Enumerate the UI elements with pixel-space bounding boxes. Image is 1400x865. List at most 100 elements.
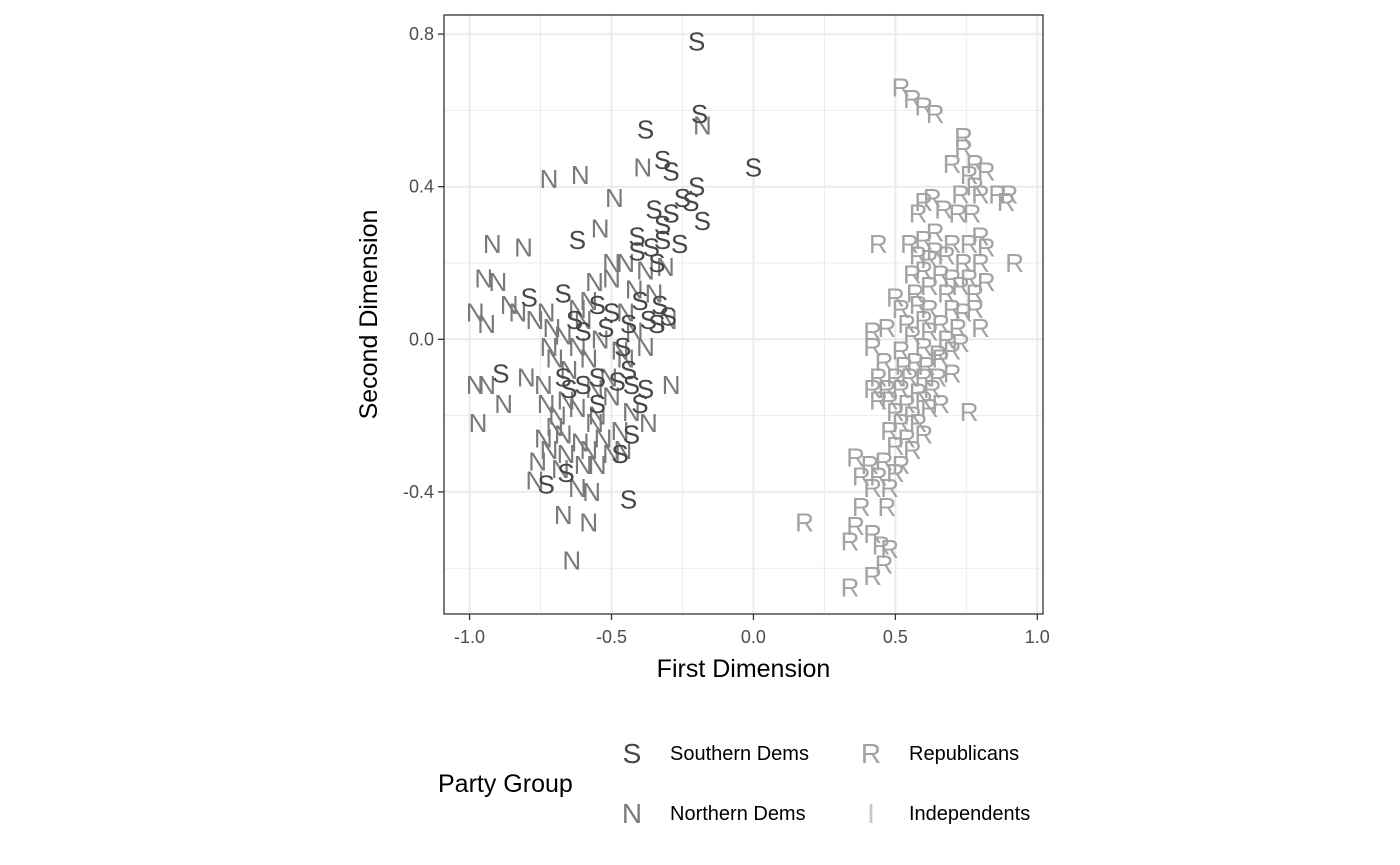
data-point-r: R	[880, 385, 899, 415]
data-point-n: N	[625, 275, 644, 305]
data-point-r: R	[895, 351, 914, 381]
x-axis: -1.0 -0.5 0.0 0.5 1.0	[454, 614, 1050, 647]
data-point-n: N	[585, 267, 604, 297]
y-tick-label: 0.8	[409, 24, 434, 44]
data-point-r: R	[937, 324, 956, 354]
data-point-n: N	[551, 454, 570, 484]
legend-title: Party Group	[438, 770, 573, 798]
data-point-n: N	[602, 263, 621, 293]
data-point-n: N	[542, 313, 561, 343]
data-point-r: R	[897, 389, 916, 419]
data-point-r: R	[963, 198, 982, 228]
data-point-n: N	[625, 317, 644, 347]
data-point-s: S	[555, 279, 572, 309]
data-point-r: R	[909, 240, 928, 270]
data-point-r: R	[954, 248, 973, 278]
data-point-r: R	[877, 492, 896, 522]
data-point-s: S	[671, 229, 688, 259]
data-point-n: N	[639, 408, 658, 438]
data-point-r: R	[960, 160, 979, 190]
data-point-r: R	[920, 393, 939, 423]
data-point-n: N	[605, 183, 624, 213]
data-point-r: R	[900, 362, 919, 392]
data-point-s: S	[574, 317, 591, 347]
y-tick-label: -0.4	[403, 482, 434, 502]
data-point-n: N	[599, 362, 618, 392]
data-point-s: S	[589, 389, 606, 419]
data-point-n: N	[588, 401, 607, 431]
data-point-n: N	[540, 435, 559, 465]
data-point-s: S	[662, 156, 679, 186]
data-point-s: S	[640, 305, 657, 335]
grid-major	[444, 15, 1043, 614]
data-point-s: S	[620, 309, 637, 339]
data-point-s: S	[597, 313, 614, 343]
data-point-n: N	[611, 336, 630, 366]
data-point-r: R	[886, 431, 905, 461]
data-point-s: S	[645, 195, 662, 225]
data-point-s: S	[628, 237, 645, 267]
data-point-n: N	[582, 477, 601, 507]
data-point-s: S	[648, 309, 665, 339]
data-point-r: R	[852, 462, 871, 492]
data-point-s: S	[651, 290, 668, 320]
data-point-s: S	[688, 172, 705, 202]
data-point-n: N	[528, 446, 547, 476]
data-point-n: N	[557, 439, 576, 469]
data-point-r: R	[903, 435, 922, 465]
data-point-r: R	[903, 259, 922, 289]
data-point-r: R	[943, 149, 962, 179]
legend-entry-southern-dems: S Southern Dems	[623, 738, 809, 769]
data-point-r: R	[948, 198, 967, 228]
data-point-r: R	[863, 519, 882, 549]
data-point-s: S	[662, 198, 679, 228]
x-tick-label: 0.5	[883, 627, 908, 647]
data-point-r: R	[926, 217, 945, 247]
data-point-r: R	[943, 359, 962, 389]
data-point-r: R	[943, 229, 962, 259]
data-point-n: N	[540, 332, 559, 362]
data-point-r: R	[909, 290, 928, 320]
data-point-n: N	[500, 290, 519, 320]
data-point-n: N	[693, 111, 712, 141]
x-tick-label: 0.0	[741, 627, 766, 647]
data-point-r: R	[914, 385, 933, 415]
data-point-s: S	[654, 210, 671, 240]
data-point-r: R	[863, 332, 882, 362]
data-point-r: R	[971, 313, 990, 343]
data-point-s: S	[620, 485, 637, 515]
data-point-n: N	[622, 397, 641, 427]
data-point-r: R	[951, 271, 970, 301]
data-point-s: S	[560, 374, 577, 404]
data-point-s: S	[628, 221, 645, 251]
data-point-n: N	[568, 294, 587, 324]
data-point-r: R	[977, 267, 996, 297]
data-point-r: R	[965, 294, 984, 324]
data-point-s: S	[569, 225, 586, 255]
data-point-s: S	[654, 145, 671, 175]
data-point-n: N	[588, 450, 607, 480]
data-point-r: R	[965, 149, 984, 179]
data-point-s: S	[691, 99, 708, 129]
legend-label: Independents	[909, 803, 1030, 825]
data-point-n: N	[613, 435, 632, 465]
data-point-s: S	[589, 362, 606, 392]
data-point-r: R	[971, 221, 990, 251]
data-point-r: R	[869, 229, 888, 259]
data-point-r: R	[795, 507, 814, 537]
data-point-s: S	[623, 370, 640, 400]
data-point-n: N	[579, 286, 598, 316]
data-point-n: N	[534, 370, 553, 400]
data-point-n: N	[489, 267, 508, 297]
data-point-r: R	[948, 313, 967, 343]
legend-key-i: I	[867, 798, 875, 829]
data-point-n: N	[571, 160, 590, 190]
grid-minor	[444, 15, 1043, 614]
data-point-r: R	[880, 473, 899, 503]
data-point-r: R	[914, 187, 933, 217]
data-point-n: N	[585, 374, 604, 404]
data-point-r: R	[954, 134, 973, 164]
data-point-r: R	[931, 309, 950, 339]
panel-border	[443, 14, 1044, 615]
